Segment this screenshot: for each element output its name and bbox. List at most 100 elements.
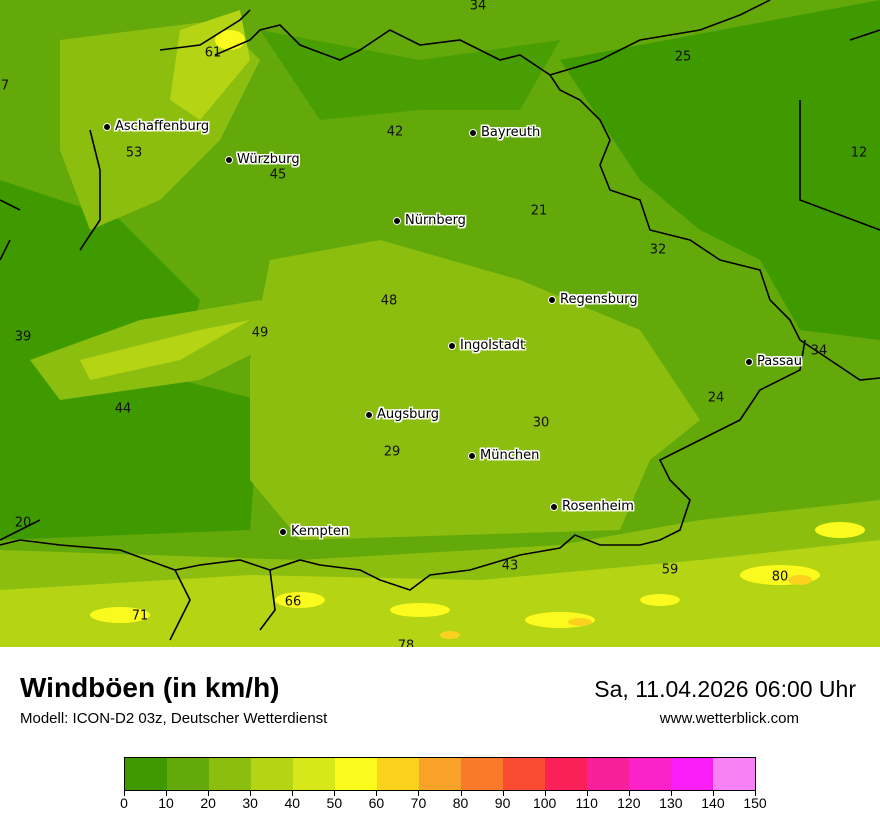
- legend-tick-mark: [544, 790, 546, 796]
- legend-tick-label: 100: [532, 795, 557, 811]
- city-dot-icon: [745, 357, 753, 366]
- legend-swatch: [125, 758, 167, 790]
- city-dot-icon: [225, 155, 233, 164]
- city-dot-icon: [550, 502, 558, 511]
- city-label: Aschaffenburg: [115, 119, 210, 134]
- legend-tick-mark: [166, 790, 168, 796]
- legend-swatch: [713, 758, 755, 790]
- city-label: Regensburg: [560, 292, 638, 307]
- city-dot-icon: [448, 341, 456, 350]
- city-label: Passau: [757, 354, 802, 369]
- forecast-datetime: Sa, 11.04.2026 06:00 Uhr: [594, 676, 856, 702]
- legend-tick-mark: [334, 790, 336, 796]
- legend-swatch: [377, 758, 419, 790]
- legend-tick-label: 10: [158, 795, 174, 811]
- legend-tick-label: 130: [659, 795, 683, 811]
- city-dot-icon: [468, 451, 476, 460]
- map-title: Windböen (in km/h): [20, 672, 280, 703]
- gust-value: 71: [131, 608, 149, 624]
- legend-swatch: [629, 758, 671, 790]
- gust-value: 59: [661, 562, 679, 578]
- calm-zone-north: [260, 30, 560, 120]
- gust-value: 45: [269, 167, 287, 183]
- city-passau: Passau: [745, 354, 802, 369]
- gust-value: 48: [380, 293, 398, 309]
- gust-value: 29: [383, 444, 401, 460]
- legend-swatch: [293, 758, 335, 790]
- legend-tick-mark: [586, 790, 588, 796]
- legend-tick-mark: [250, 790, 252, 796]
- city-augsburg: Augsburg: [365, 407, 439, 422]
- gust-value: 53: [125, 145, 143, 161]
- legend-tick-mark: [755, 790, 756, 796]
- legend-tick-mark: [670, 790, 672, 796]
- city-dot-icon: [393, 216, 401, 225]
- legend-tick-label: 70: [410, 795, 427, 811]
- ridge-light: [80, 320, 250, 380]
- gust-value: 25: [674, 49, 692, 65]
- gust-value: 44: [114, 401, 132, 417]
- gust-value: 66: [284, 594, 302, 610]
- gust-value: 30: [532, 415, 550, 431]
- legend-swatch: [209, 758, 251, 790]
- legend-tick-mark: [460, 790, 462, 796]
- gust-value: 34: [469, 0, 487, 14]
- map-field: [0, 0, 880, 647]
- city-ingolstadt: Ingolstadt: [448, 338, 525, 353]
- legend-tick-mark: [208, 790, 210, 796]
- city-label: Kempten: [291, 524, 350, 539]
- legend-tick-label: 150: [743, 795, 767, 811]
- legend-tick-label: 80: [452, 795, 469, 811]
- legend-tick-label: 30: [242, 795, 258, 811]
- legend-tick-mark: [124, 790, 125, 796]
- legend-swatch: [503, 758, 545, 790]
- city-label: Bayreuth: [481, 125, 541, 140]
- legend-swatch: [167, 758, 209, 790]
- legend-tick-label: 0: [120, 795, 128, 811]
- city-nuernberg: Nürnberg: [393, 213, 466, 228]
- city-dot-icon: [469, 128, 477, 137]
- legend-swatch: [587, 758, 629, 790]
- city-dot-icon: [365, 410, 373, 419]
- wind-gust-map: Aschaffenburg Würzburg Bayreuth Nürnberg…: [0, 0, 880, 647]
- legend-swatch: [419, 758, 461, 790]
- city-muenchen: München: [468, 448, 539, 463]
- legend-tick-label: 120: [617, 795, 641, 811]
- city-label: Nürnberg: [405, 213, 466, 228]
- city-kempten: Kempten: [279, 524, 349, 539]
- city-regensburg: Regensburg: [548, 292, 638, 307]
- legend-tick-mark: [712, 790, 714, 796]
- legend-ticks: 0 10 20 30 40 50 60 70 80 90 100 110 120 130 140 150: [120, 790, 767, 820]
- gust-value: 39: [14, 329, 32, 345]
- gust-value: 61: [204, 45, 222, 61]
- legend-tick-mark: [292, 790, 294, 796]
- legend-swatch: [251, 758, 293, 790]
- alps-light: [0, 540, 880, 647]
- alps-gust-hotspots: [440, 575, 812, 639]
- gust-value: 21: [530, 203, 548, 219]
- city-label: Rosenheim: [562, 499, 634, 514]
- calm-zone-northeast: [560, 0, 880, 340]
- gust-value: 32: [649, 242, 667, 258]
- city-label: Würzburg: [237, 152, 300, 167]
- gust-value: 20: [14, 515, 32, 531]
- legend-tick-mark: [502, 790, 504, 796]
- borders: [0, 0, 880, 641]
- gust-value: 12: [850, 145, 868, 161]
- legend-tick-label: 140: [701, 795, 725, 811]
- gust-value: 78: [397, 638, 415, 648]
- gust-value: 24: [707, 390, 725, 406]
- city-label: München: [480, 448, 540, 463]
- legend-tick-label: 90: [494, 795, 511, 811]
- gust-value: 80: [771, 569, 789, 585]
- legend-swatch: [461, 758, 503, 790]
- city-dot-icon: [103, 122, 111, 131]
- legend-tick-label: 110: [575, 795, 598, 811]
- website-link[interactable]: www.wetterblick.com: [659, 710, 799, 727]
- city-bayreuth: Bayreuth: [469, 125, 540, 140]
- gust-value: 42: [386, 124, 404, 140]
- gust-value: 43: [501, 558, 519, 574]
- city-label: Augsburg: [377, 407, 440, 422]
- gust-value: 7: [0, 78, 10, 94]
- city-dot-icon: [548, 295, 556, 304]
